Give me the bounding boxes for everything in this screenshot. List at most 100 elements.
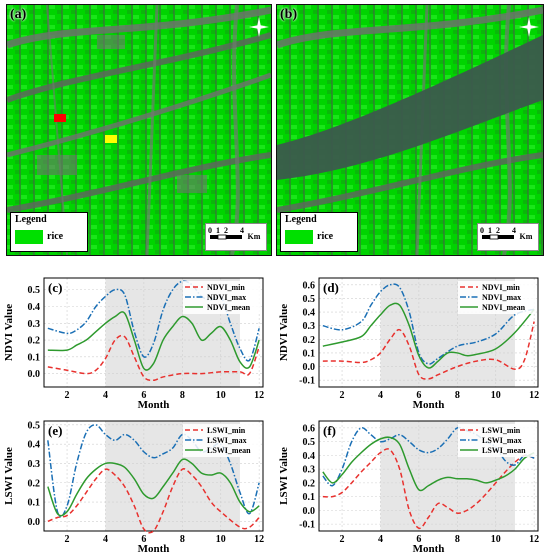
x-tick-label: 8 <box>180 534 185 545</box>
x-tick-label: 4 <box>378 534 383 545</box>
y-tick-label: 0.0 <box>28 369 41 380</box>
panel-label: (f) <box>323 423 336 438</box>
scale-tick-0: 0 <box>480 226 484 235</box>
y-tick-label: 0.1 <box>28 498 41 509</box>
y-tick-label: 0.3 <box>28 459 41 470</box>
y-tick-label: 0.6 <box>303 423 316 434</box>
y-tick-label: 0.1 <box>28 352 41 363</box>
x-tick-label: 10 <box>216 390 226 401</box>
x-tick-label: 6 <box>141 534 146 545</box>
scale-tick-2: 2 <box>224 226 228 235</box>
red-marker <box>54 114 66 122</box>
series-line-NDVI_mean <box>322 302 535 369</box>
scale-tick-4: 4 <box>240 226 244 235</box>
legend-entry-LSWI_min: LSWI_min <box>207 426 246 435</box>
chart-f: -0.1 0.0 0.1 0.2 0.3 0.4 0.5 0.6 2 4 6 8 10 12 Month LS… <box>278 420 539 553</box>
north-arrow-icon <box>249 17 269 37</box>
gridlines <box>44 421 263 531</box>
legend-entry-NDVI_max: NDVI_max <box>207 293 246 302</box>
scale-unit: Km <box>248 232 261 241</box>
y-tick-label: 0.6 <box>303 280 316 291</box>
x-tick-label: 8 <box>455 534 460 545</box>
chart-e: 0.0 0.1 0.2 0.3 0.4 0.5 2 4 6 8 10 12 Month LSWI Valu… <box>3 420 264 553</box>
series-line-NDVI_min <box>47 334 260 382</box>
y-tick-label: 0.4 <box>28 302 41 313</box>
x-tick-label: 8 <box>455 390 460 401</box>
legend-entry-NDVI_mean: NDVI_mean <box>207 303 251 312</box>
x-tick-label: 2 <box>65 534 70 545</box>
x-axis-label: Month <box>138 399 170 409</box>
chart-d: -0.1 0.0 0.1 0.2 0.3 0.4 0.5 0.6 2 4 6 8 10 12 Month ND… <box>278 277 539 409</box>
legend-entry-NDVI_min: NDVI_min <box>207 283 245 292</box>
x-tick-label: 10 <box>491 534 501 545</box>
y-tick-label: 0.3 <box>303 321 316 332</box>
series-line-LSWI_mean <box>322 436 535 492</box>
chart-c: 0.0 0.1 0.2 0.3 0.4 0.5 2 4 6 8 10 12 Month NDVI Valu… <box>3 277 264 409</box>
x-tick-label: 2 <box>65 390 70 401</box>
axes-frame <box>43 277 264 388</box>
x-tick-label: 4 <box>103 390 108 401</box>
x-tick-label: 6 <box>416 534 421 545</box>
scale-tick-2: 2 <box>496 226 500 235</box>
series-line-NDVI_max <box>322 283 535 365</box>
y-tick-label: 0.1 <box>303 348 316 359</box>
y-tick-label: -0.1 <box>299 376 315 387</box>
x-tick-label: 2 <box>340 534 345 545</box>
panel-label: (d) <box>323 280 339 295</box>
series-line-LSWI_min <box>322 448 535 530</box>
axes-frame <box>43 420 264 532</box>
legend-entry-NDVI_max: NDVI_max <box>482 293 521 302</box>
map-panel-b: (b) Legend rice 0 1 2 4 Km <box>276 4 544 256</box>
y-axis-label: NDVI Value <box>278 304 290 361</box>
y-tick-label: 0.2 <box>28 478 41 489</box>
x-tick-label: 10 <box>216 534 226 545</box>
y-axis-label: LSWI Value <box>3 447 15 505</box>
legend-title: Legend <box>15 214 47 225</box>
scale-tick-1: 1 <box>488 226 492 235</box>
yellow-marker <box>105 135 117 143</box>
scale-tick-4: 4 <box>512 226 516 235</box>
y-tick-label: 0.0 <box>303 362 316 373</box>
panel-label: (c) <box>48 280 62 295</box>
legend-entry-NDVI_min: NDVI_min <box>482 283 520 292</box>
x-axis-label: Month <box>413 399 445 409</box>
legend-entry-LSWI_mean: LSWI_mean <box>207 446 251 455</box>
y-tick-label: 0.0 <box>303 506 316 517</box>
y-tick-label: 0.4 <box>28 440 41 451</box>
scale-unit: Km <box>520 232 533 241</box>
north-arrow-icon <box>519 17 539 37</box>
y-tick-label: 0.5 <box>28 420 41 431</box>
legend-entry-LSWI_mean: LSWI_mean <box>482 446 526 455</box>
series-line-NDVI_min <box>322 321 535 380</box>
river-band <box>277 35 543 180</box>
panel-label: (e) <box>48 423 62 438</box>
map-legend-a: Legend rice <box>10 212 88 252</box>
x-tick-label: 2 <box>340 390 345 401</box>
x-tick-label: 6 <box>141 390 146 401</box>
y-tick-label: 0.2 <box>303 478 316 489</box>
panel-label-b: (b) <box>280 7 298 22</box>
legend-entry-NDVI_mean: NDVI_mean <box>482 303 526 312</box>
y-tick-label: 0.0 <box>28 517 41 528</box>
x-axis-label: Month <box>413 543 445 553</box>
axes-frame <box>318 420 539 532</box>
scale-tick-0: 0 <box>208 226 212 235</box>
scale-tick-1: 1 <box>216 226 220 235</box>
scale-bar-b: 0 1 2 4 Km <box>477 223 539 251</box>
y-tick-label: 0.3 <box>28 319 41 330</box>
x-tick-label: 12 <box>254 390 264 401</box>
x-tick-label: 12 <box>254 534 264 545</box>
map-panel-a: (a) Legend rice 0 1 2 4 Km <box>6 4 272 256</box>
legend-swatch-rice <box>285 230 313 244</box>
y-tick-label: -0.1 <box>299 520 315 531</box>
y-tick-label: 0.4 <box>303 451 316 462</box>
y-tick-label: 0.5 <box>303 294 316 305</box>
y-tick-label: 0.4 <box>303 308 316 319</box>
series-line-NDVI_mean <box>47 311 260 371</box>
gridlines <box>319 421 538 531</box>
x-tick-label: 8 <box>180 390 185 401</box>
legend-entry-LSWI_max: LSWI_max <box>482 436 522 445</box>
